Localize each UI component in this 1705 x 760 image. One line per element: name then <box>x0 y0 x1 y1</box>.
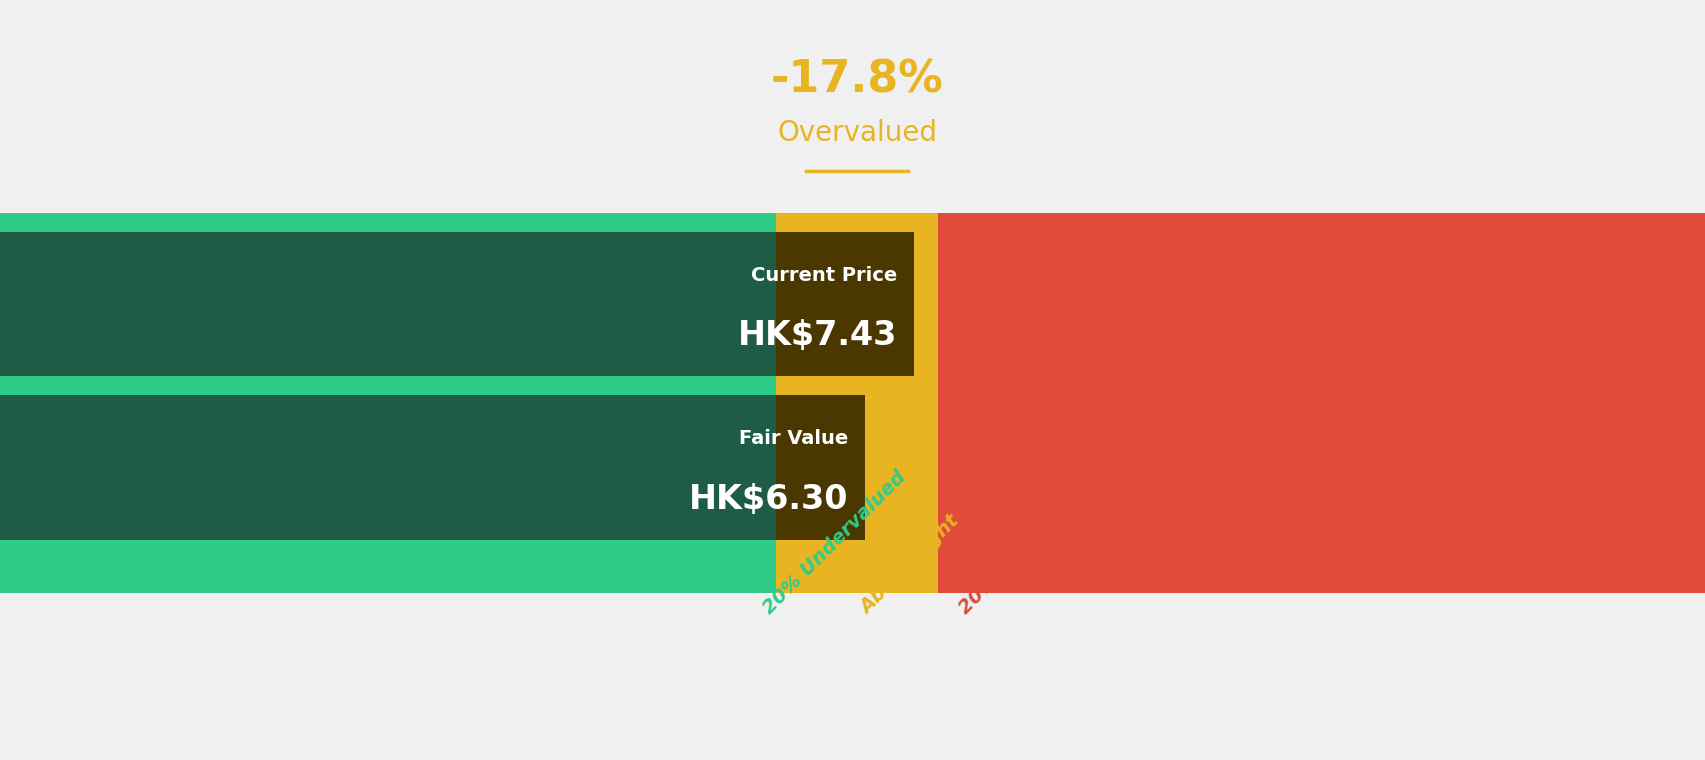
Text: 20% Undervalued: 20% Undervalued <box>759 467 909 618</box>
Text: About Right: About Right <box>858 511 963 618</box>
Bar <box>0 540 776 559</box>
Bar <box>938 213 1705 593</box>
Bar <box>0 232 776 376</box>
Text: Overvalued: Overvalued <box>777 119 936 147</box>
Bar <box>776 540 938 559</box>
Bar <box>776 213 938 593</box>
Bar <box>776 232 914 376</box>
Bar <box>0 213 776 232</box>
Bar <box>0 395 776 540</box>
Bar <box>776 213 938 232</box>
Bar <box>776 376 938 395</box>
Text: Fair Value: Fair Value <box>738 429 847 448</box>
Bar <box>0 376 776 395</box>
Text: HK$6.30: HK$6.30 <box>689 483 847 516</box>
Bar <box>0 213 776 593</box>
Text: -17.8%: -17.8% <box>771 59 943 101</box>
Text: 20% Overvalued: 20% Overvalued <box>955 477 1095 618</box>
Text: Current Price: Current Price <box>750 266 897 285</box>
Text: HK$7.43: HK$7.43 <box>737 319 897 353</box>
Bar <box>776 395 864 540</box>
